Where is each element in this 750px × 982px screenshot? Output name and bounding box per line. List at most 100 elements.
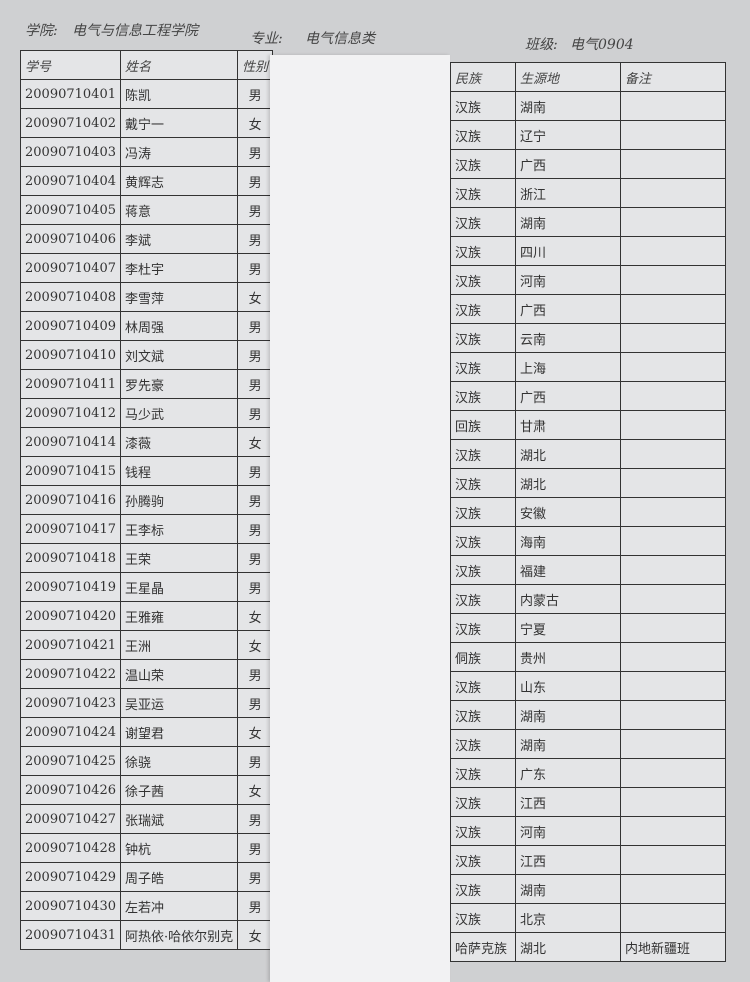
student-remarks: [620, 294, 726, 324]
table-row: 20090710430 左若冲男: [20, 891, 274, 921]
col-origin: 生源地: [515, 62, 621, 92]
table-row: 哈萨克族 湖北 内地新疆班: [450, 932, 726, 962]
student-origin: 广西: [515, 294, 621, 324]
student-origin: 上海: [515, 352, 621, 382]
student-remarks: [620, 874, 726, 904]
student-gender: 男: [237, 833, 274, 863]
table-row: 20090710425 徐骁男: [20, 746, 274, 776]
student-gender: 女: [237, 282, 274, 312]
student-name: 林周强: [119, 311, 239, 341]
student-ethnicity: 哈萨克族: [450, 932, 516, 962]
student-origin: 宁夏: [515, 613, 621, 643]
table-row: 汉族 宁夏: [450, 613, 726, 643]
student-ethnicity: 汉族: [450, 729, 516, 759]
student-name: 吴亚运: [119, 688, 239, 718]
student-ethnicity: 汉族: [450, 468, 516, 498]
student-table-left: 学号 姓名 性别 20090710401 陈凯男 20090710402 戴宁一女 20…: [20, 50, 274, 950]
student-remarks: [620, 758, 726, 788]
student-origin: 浙江: [515, 178, 621, 208]
student-ethnicity: 汉族: [450, 178, 516, 208]
student-ethnicity: 回族: [450, 410, 516, 440]
student-name: 王李标: [119, 514, 239, 544]
student-remarks: [620, 120, 726, 150]
table-row: 汉族 湖南: [450, 91, 726, 121]
student-gender: 女: [237, 427, 274, 457]
student-gender: 男: [237, 659, 274, 689]
student-name: 张瑞斌: [119, 804, 239, 834]
table-row: 20090710427 张瑞斌男: [20, 804, 274, 834]
table-row: 20090710405 蒋意男: [20, 195, 274, 225]
student-name: 马少武: [119, 398, 239, 428]
student-ethnicity: 汉族: [450, 584, 516, 614]
student-id: 20090710428: [20, 833, 121, 863]
table-row: 20090710419 王星晶男: [20, 572, 274, 602]
student-ethnicity: 汉族: [450, 787, 516, 817]
student-gender: 男: [237, 79, 274, 109]
student-ethnicity: 汉族: [450, 294, 516, 324]
student-remarks: [620, 207, 726, 237]
table-row: 汉族 湖北: [450, 439, 726, 469]
table-row: 汉族 山东: [450, 671, 726, 701]
student-remarks: [620, 381, 726, 411]
paper-fold-cover: [270, 55, 450, 982]
table-row: 汉族 湖南: [450, 729, 726, 759]
student-ethnicity: 汉族: [450, 236, 516, 266]
student-gender: 女: [237, 601, 274, 631]
class-value: 电气0904: [570, 37, 634, 53]
student-remarks: [620, 555, 726, 585]
student-name: 刘文斌: [119, 340, 239, 370]
student-id: 20090710422: [20, 659, 121, 689]
student-ethnicity: 汉族: [450, 381, 516, 411]
student-origin: 湖北: [515, 932, 621, 962]
table-row: 20090710429 周子皓男: [20, 862, 274, 892]
student-gender: 男: [237, 862, 274, 892]
table-row: 汉族 福建: [450, 555, 726, 585]
student-remarks: [620, 323, 726, 353]
student-id: 20090710421: [20, 630, 121, 660]
student-origin: 湖北: [515, 468, 621, 498]
student-id: 20090710414: [20, 427, 121, 457]
student-remarks: [620, 526, 726, 556]
student-origin: 山东: [515, 671, 621, 701]
student-name: 李雪萍: [119, 282, 239, 312]
student-origin: 湖南: [515, 729, 621, 759]
student-origin: 广西: [515, 149, 621, 179]
student-gender: 女: [237, 775, 274, 805]
student-name: 黄辉志: [119, 166, 239, 196]
table-row: 20090710402 戴宁一女: [20, 108, 274, 138]
student-remarks: [620, 613, 726, 643]
table-row: 20090710421 王洲女: [20, 630, 274, 660]
student-name: 李杜宇: [119, 253, 239, 283]
college-label: 学院:: [25, 23, 58, 39]
student-gender: 女: [237, 108, 274, 138]
student-remarks: [620, 468, 726, 498]
student-ethnicity: 汉族: [450, 758, 516, 788]
student-table-right: 民族 生源地 备注 汉族 湖南 汉族 辽宁 汉族 广西 汉族 浙江 汉族 湖南 汉族 四川 汉族 河南 汉族…: [450, 62, 726, 962]
student-name: 钱程: [119, 456, 239, 486]
student-id: 20090710407: [20, 253, 121, 283]
table-row: 20090710415 钱程男: [20, 456, 274, 486]
table-row: 汉族 云南: [450, 323, 726, 353]
student-remarks: [620, 149, 726, 179]
table-row: 20090710408 李雪萍女: [20, 282, 274, 312]
student-gender: 男: [237, 398, 274, 428]
table-row: 汉族 北京: [450, 903, 726, 933]
student-remarks: 内地新疆班: [620, 932, 726, 962]
student-gender: 男: [237, 485, 274, 515]
student-id: 20090710431: [20, 920, 121, 950]
table-row: 20090710406 李斌男: [20, 224, 274, 254]
student-name: 李斌: [119, 224, 239, 254]
student-origin: 安徽: [515, 497, 621, 527]
student-remarks: [620, 497, 726, 527]
student-ethnicity: 汉族: [450, 613, 516, 643]
student-ethnicity: 汉族: [450, 439, 516, 469]
student-origin: 江西: [515, 845, 621, 875]
student-ethnicity: 汉族: [450, 700, 516, 730]
student-origin: 甘肃: [515, 410, 621, 440]
student-remarks: [620, 352, 726, 382]
major-label: 专业:: [250, 31, 283, 47]
table-row: 20090710417 王李标男: [20, 514, 274, 544]
student-name: 王雅雍: [119, 601, 239, 631]
student-remarks: [620, 903, 726, 933]
college-value: 电气与信息工程学院: [72, 23, 198, 39]
